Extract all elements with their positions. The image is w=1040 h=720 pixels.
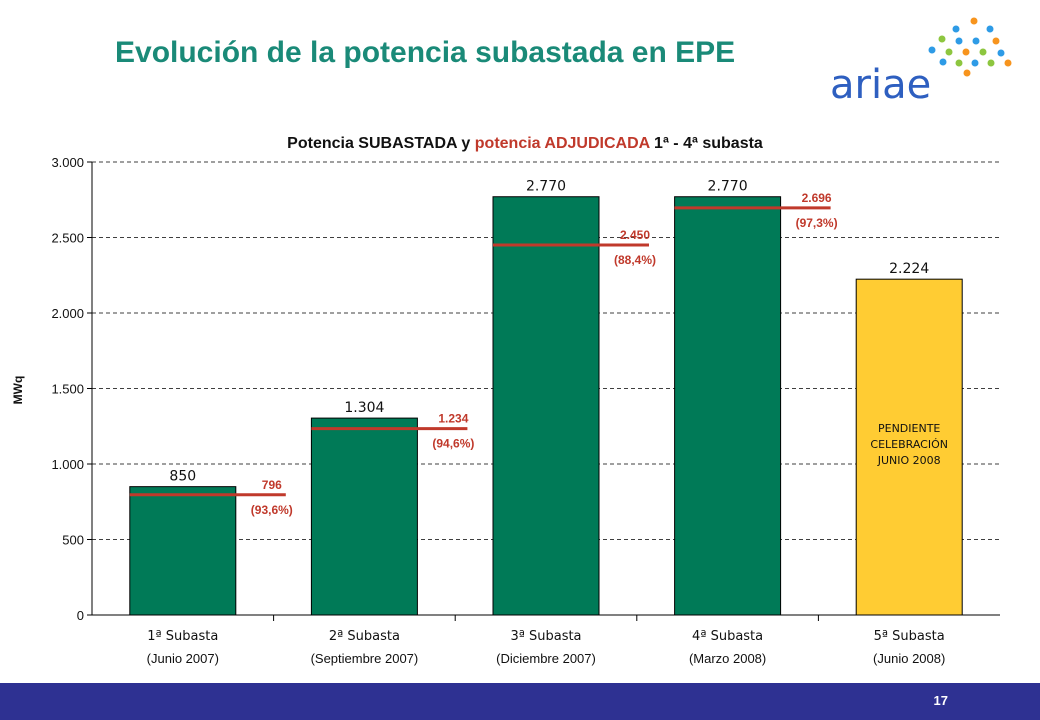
page-number: 17 <box>933 693 948 708</box>
ariae-logo: ariae <box>830 17 1012 108</box>
x-category-label: 1ª Subasta <box>147 629 218 644</box>
y-tick-label: 500 <box>62 533 84 548</box>
awarded-percent-label: (94,6%) <box>432 437 474 451</box>
chart-title-part: 1ª - 4ª subasta <box>650 135 763 152</box>
x-category-label: 3ª Subasta <box>510 629 581 644</box>
bar-pending <box>855 278 963 616</box>
awarded-value-label: 2.450 <box>620 228 650 242</box>
bar-value-label: 1.304 <box>344 400 384 416</box>
chart-title: Potencia SUBASTADA y potencia ADJUDICADA… <box>287 135 763 152</box>
y-tick-label: 2.000 <box>51 306 84 321</box>
y-axis-ticks: 0 500 1.000 1.500 2.000 2.500 3.000 <box>51 155 92 623</box>
x-category-sublabel: (Septiembre 2007) <box>311 651 419 666</box>
footer-bar: 17 <box>0 683 1040 720</box>
bar-chart: Potencia SUBASTADA y potencia ADJUDICADA… <box>11 135 1000 666</box>
x-category-label: 5ª Subasta <box>874 629 945 644</box>
y-axis-label: MWq <box>11 376 25 405</box>
awarded-value-label: 796 <box>262 478 282 492</box>
bars: 850 1.304 2.770 2.770 2.224 PENDIENTE CELEBRAC… <box>129 179 963 616</box>
bar <box>310 417 418 616</box>
chart-title-part: Potencia SUBASTADA y <box>287 135 475 152</box>
pending-annotation: CELEBRACIÓN <box>870 438 948 451</box>
awarded-value-label: 1.234 <box>438 412 468 426</box>
y-tick-label: 3.000 <box>51 155 84 170</box>
x-category-sublabel: (Marzo 2008) <box>689 651 766 666</box>
logo-text: ariae <box>830 62 931 108</box>
bar-value-label: 2.224 <box>889 261 929 277</box>
slide-title: Evolución de la potencia subastada en EP… <box>115 36 736 69</box>
chart-title-part: potencia ADJUDICADA <box>475 135 651 152</box>
x-category-label: 2ª Subasta <box>329 629 400 644</box>
gridlines <box>92 161 1000 540</box>
awarded-percent-label: (97,3%) <box>796 216 838 230</box>
pending-annotation: PENDIENTE <box>878 422 940 435</box>
awarded-percent-label: (88,4%) <box>614 253 656 267</box>
x-category-label: 4ª Subasta <box>692 629 763 644</box>
bar-value-label: 2.770 <box>526 179 566 195</box>
bar <box>129 486 237 616</box>
awarded-percent-label: (93,6%) <box>251 503 293 517</box>
x-category-sublabel: (Junio 2007) <box>147 651 219 666</box>
x-axis-categories: 1ª Subasta (Junio 2007) 2ª Subasta (Septiem… <box>147 615 945 666</box>
awarded-markers: 796 (93,6%) 1.234 (94,6%) 2.450 (88,4%) 2.696 (… <box>129 191 838 517</box>
pending-annotation: JUNIO 2008 <box>877 454 941 467</box>
logo-dots-icon <box>928 17 1012 77</box>
y-tick-label: 1.500 <box>51 382 84 397</box>
y-tick-label: 2.500 <box>51 231 84 246</box>
y-tick-label: 0 <box>77 608 84 623</box>
x-category-sublabel: (Junio 2008) <box>873 651 945 666</box>
y-tick-label: 1.000 <box>51 457 84 472</box>
bar-value-label: 2.770 <box>708 179 748 195</box>
bar <box>492 196 600 616</box>
bar <box>674 196 782 616</box>
x-category-sublabel: (Diciembre 2007) <box>496 651 596 666</box>
awarded-value-label: 2.696 <box>802 191 832 205</box>
bar-value-label: 850 <box>169 469 196 485</box>
